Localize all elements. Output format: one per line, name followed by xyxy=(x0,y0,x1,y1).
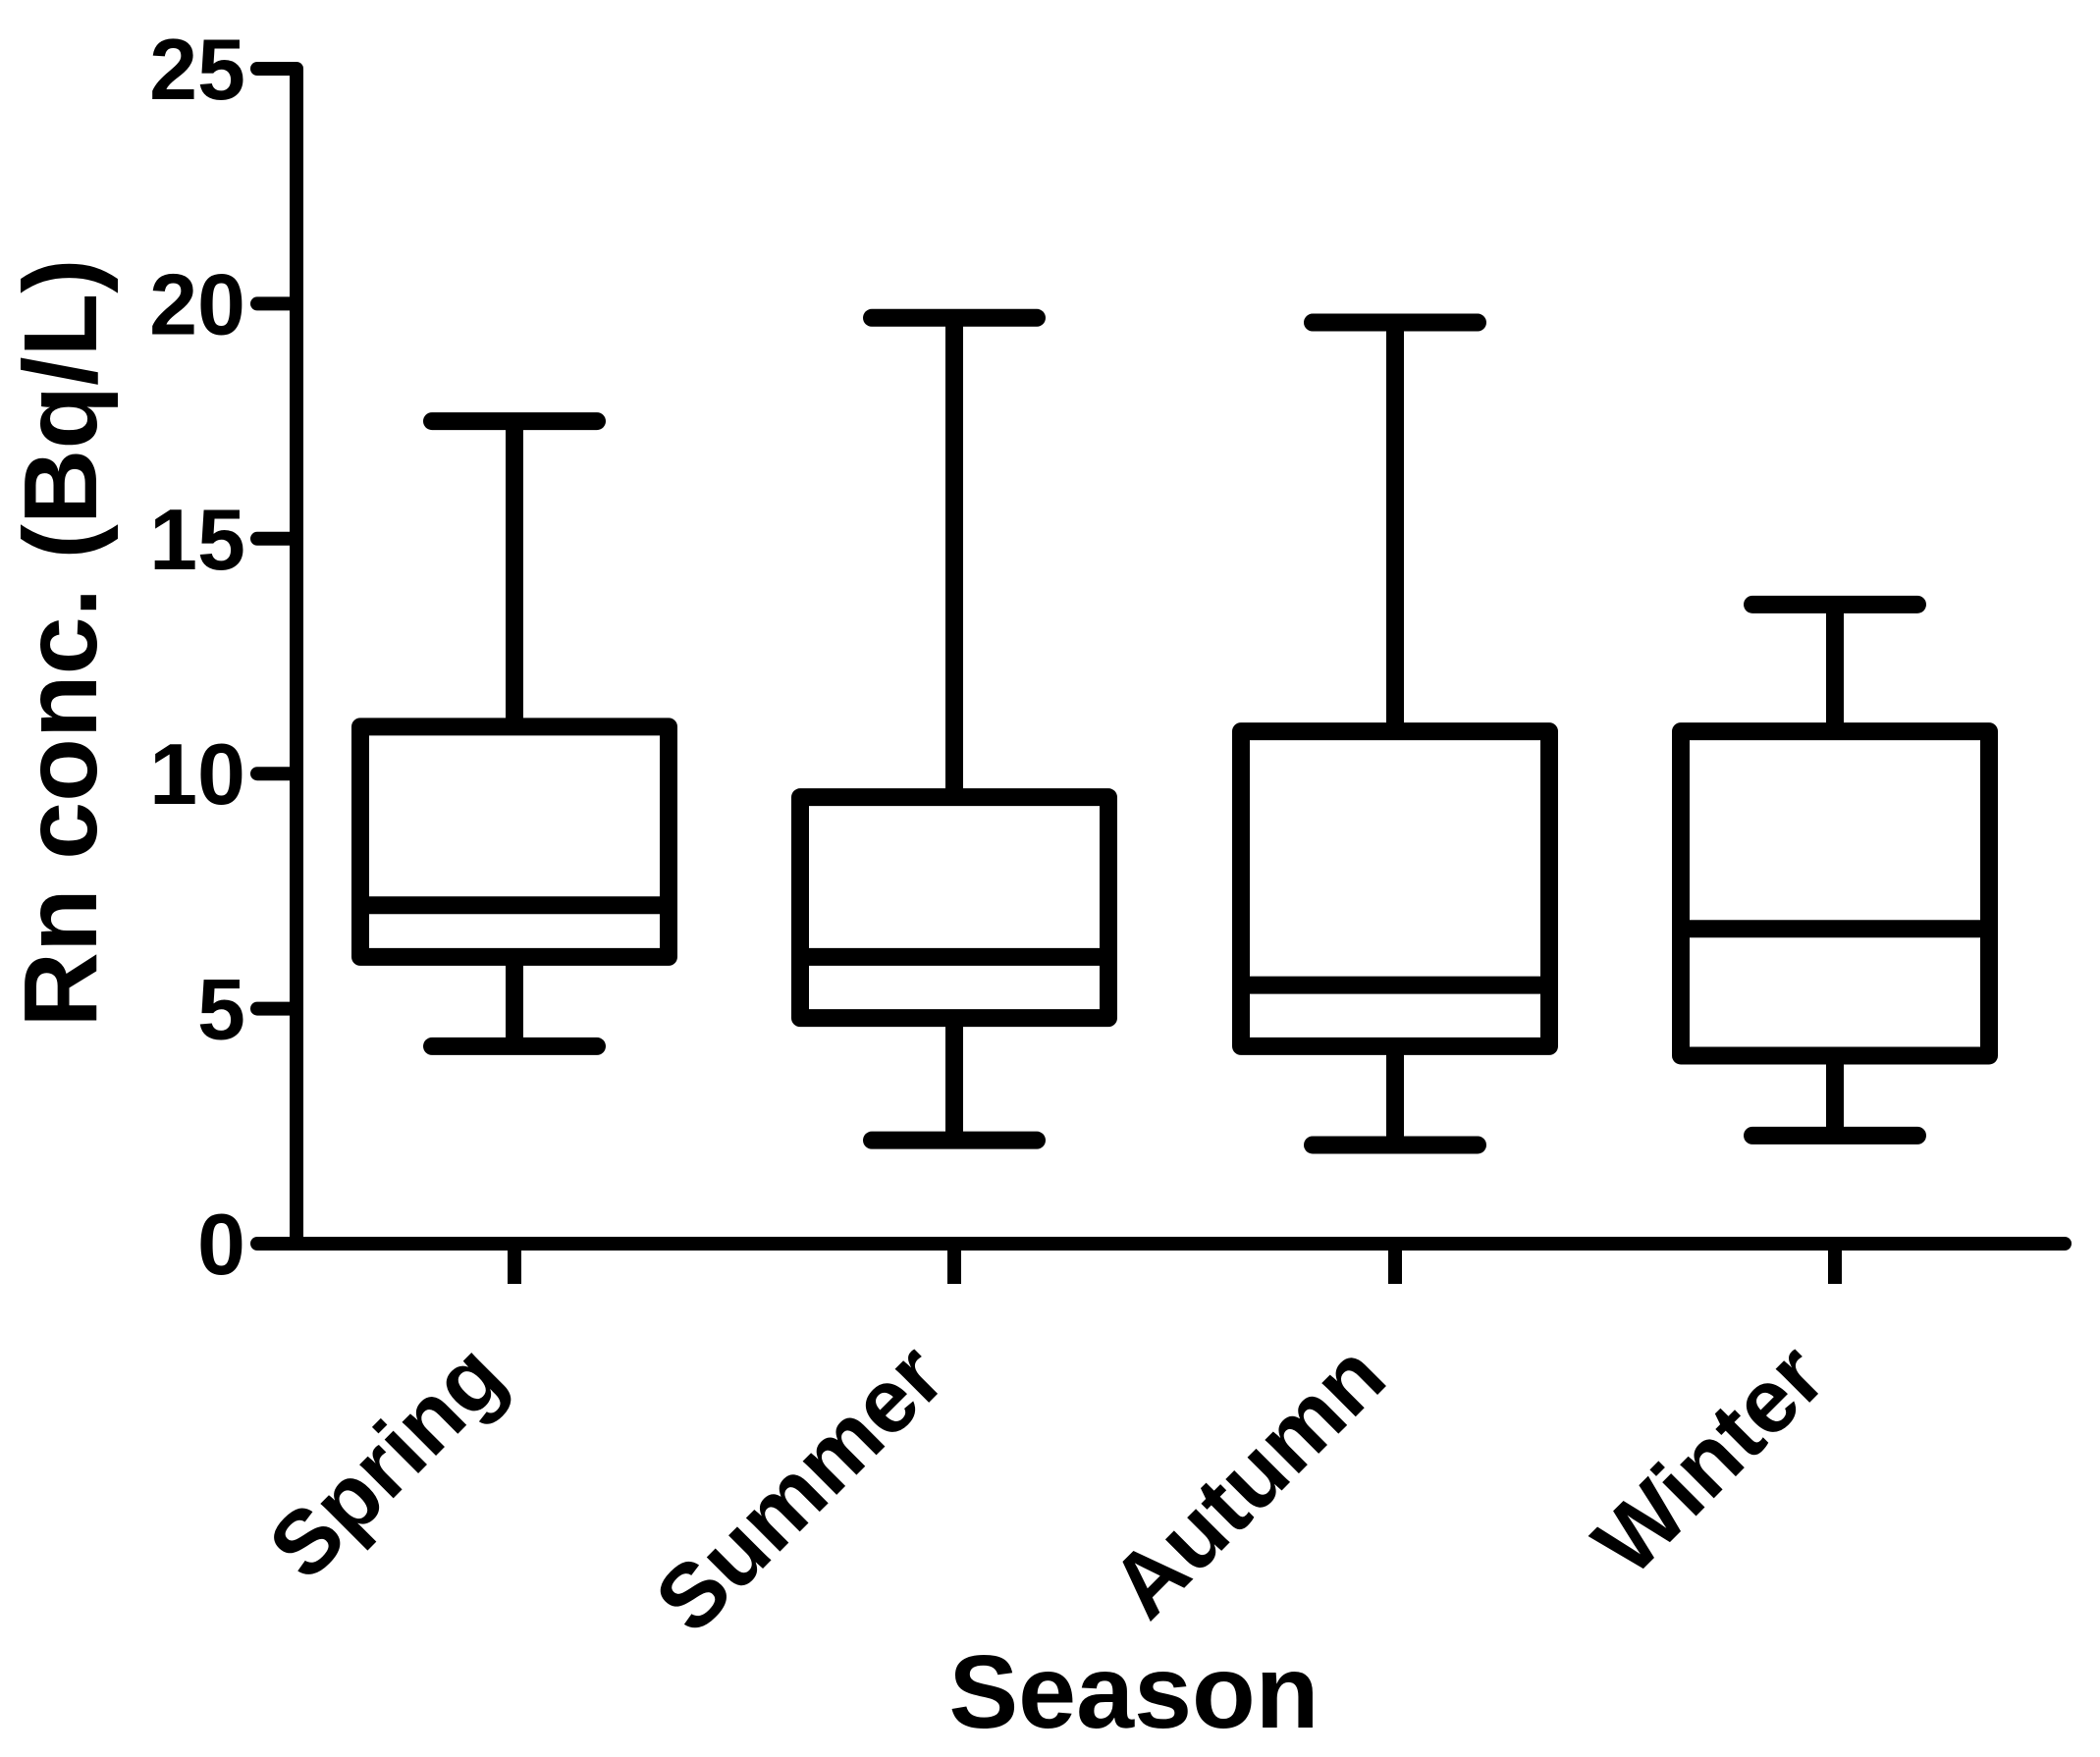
x-label-winter: Winter xyxy=(1575,1325,1844,1594)
y-tick-label-10: 10 xyxy=(149,725,245,823)
x-label-autumn: Autumn xyxy=(1092,1325,1404,1637)
y-tick-label-15: 15 xyxy=(149,491,245,588)
y-tick-label-20: 20 xyxy=(149,255,245,352)
boxes-layer xyxy=(351,308,1998,1154)
iqr-box-winter xyxy=(1672,722,1998,1065)
iqr-box-spring xyxy=(351,718,677,966)
iqr-box-summer xyxy=(791,788,1117,1028)
y-tick-label-25: 25 xyxy=(149,21,245,118)
x-label-spring: Spring xyxy=(250,1325,523,1598)
iqr-box-autumn xyxy=(1232,722,1558,1055)
y-tick-label-5: 5 xyxy=(197,961,245,1058)
x-axis-title: Season xyxy=(948,1634,1319,1750)
y-axis-title: Rn conc. (Bq/L) xyxy=(3,258,119,1027)
x-label-summer: Summer xyxy=(637,1325,963,1651)
y-tick-label-0: 0 xyxy=(197,1196,245,1293)
